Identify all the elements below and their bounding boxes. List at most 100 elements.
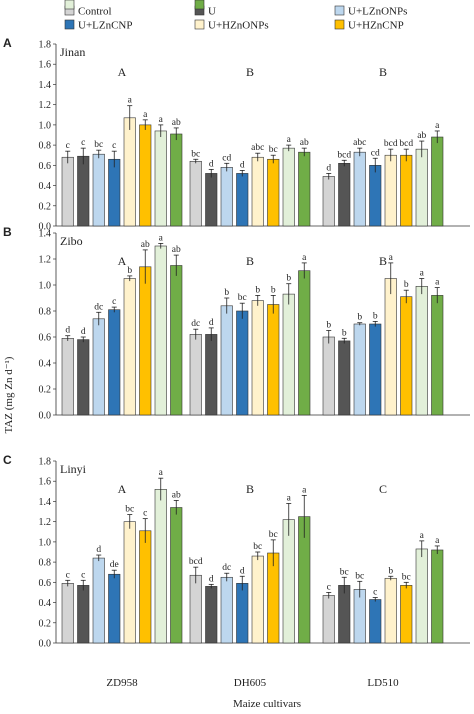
significance-letter: bc (191, 149, 200, 159)
bar (298, 151, 311, 227)
significance-letter: a (159, 468, 164, 478)
y-tick-label: 1.6 (39, 477, 52, 488)
group-letter: B (379, 65, 387, 79)
legend-swatch (194, 19, 205, 30)
bar (251, 156, 264, 227)
legend-swatch (334, 5, 345, 16)
bar (170, 133, 183, 227)
panel-jinan: A Jinan 0.0 0.2 0.4 0.6 0.8 1.0 1.2 1.4 1.6 1.8 A B Bc… (3, 36, 470, 233)
bar (77, 339, 90, 416)
significance-letter: a (128, 96, 133, 106)
x-axis: ZD958 DH605 LD510 (106, 677, 399, 689)
panel-location: Zibo (60, 234, 83, 248)
legend-label: Control (78, 6, 112, 18)
panel-letter: B (3, 225, 12, 239)
y-tick-label: 1.0 (39, 537, 52, 548)
y-tick-label: 0.6 (39, 333, 52, 344)
significance-letter: b (286, 274, 291, 284)
bar (298, 270, 311, 416)
significance-letter: d (209, 574, 214, 584)
bar (267, 304, 280, 416)
significance-letter: bc (402, 572, 411, 582)
bar (322, 336, 335, 416)
bar (189, 334, 202, 416)
bar (338, 163, 351, 227)
y-tick-label: 0.2 (39, 385, 52, 396)
bar (251, 300, 264, 416)
significance-letter: c (327, 582, 331, 592)
bar (282, 293, 295, 416)
significance-letter: a (302, 253, 307, 263)
bar (154, 245, 167, 416)
bar (220, 305, 233, 416)
group-letter: B (246, 65, 254, 79)
y-tick-label: 0.0 (39, 411, 52, 422)
significance-letter: bcd (189, 557, 203, 567)
significance-letter: dc (94, 302, 103, 312)
y-tick-label: 1.0 (39, 120, 52, 131)
panel-linyi: C Linyi 0.0 0.2 0.4 0.6 0.8 1.0 1.2 1.4 1.6 1.8 A B Cc… (3, 453, 470, 650)
bar (154, 130, 167, 227)
significance-letter: dc (191, 319, 200, 329)
bar (415, 548, 428, 644)
y-tick-label: 1.2 (39, 517, 52, 528)
bar (61, 583, 74, 644)
bar (415, 148, 428, 227)
bar (415, 285, 428, 416)
significance-letter: ab (172, 490, 181, 500)
group-letter: A (118, 254, 127, 268)
significance-letter: a (435, 278, 440, 288)
x-tick-label: LD510 (367, 677, 399, 689)
group-letter: B (246, 482, 254, 496)
significance-letter: bc (269, 145, 278, 155)
y-tick-label: 1.4 (39, 80, 52, 91)
bar (61, 156, 74, 227)
bar (400, 585, 413, 644)
bar (123, 521, 136, 644)
bar (431, 136, 444, 227)
significance-letter: d (96, 545, 101, 555)
significance-letter: bc (125, 505, 134, 515)
significance-letter: abc (251, 143, 264, 153)
bar (431, 549, 444, 644)
significance-letter: c (112, 141, 116, 151)
bar (384, 577, 397, 644)
bar (400, 296, 413, 416)
significance-letter: c (112, 297, 116, 307)
significance-letter: ab (300, 138, 309, 148)
significance-letter: bcd (384, 139, 398, 149)
significance-letter: c (373, 588, 377, 598)
bar (384, 278, 397, 416)
y-tick-label: 0.8 (39, 307, 52, 318)
bar (92, 318, 105, 416)
legend-label: U+HZnONPs (208, 20, 269, 32)
significance-letter: ab (172, 245, 181, 255)
bar (108, 158, 121, 227)
bar (267, 552, 280, 644)
y-tick-label: 0.4 (39, 181, 52, 192)
y-tick-label: 1.0 (39, 281, 52, 292)
significance-letter: bcd (337, 150, 351, 160)
legend-label: U+HZnCNP (348, 20, 404, 32)
y-tick-label: 1.8 (39, 457, 52, 468)
significance-letter: abc (353, 138, 366, 148)
bar (123, 117, 136, 227)
significance-letter: c (81, 570, 85, 580)
significance-letter: bc (94, 140, 103, 150)
bar (236, 173, 249, 227)
significance-letter: d (240, 566, 245, 576)
legend-label: U+Zn (78, 0, 105, 3)
y-tick-label: 0.0 (39, 639, 52, 650)
significance-letter: c (81, 138, 85, 148)
y-tick-label: 1.4 (39, 497, 52, 508)
significance-letter: cd (222, 153, 231, 163)
y-tick-label: 1.6 (39, 60, 52, 71)
bar (267, 158, 280, 227)
y-tick-label: 0.8 (39, 141, 52, 152)
panel-location: Linyi (60, 462, 87, 476)
x-axis-label: Maize cultivars (233, 698, 301, 710)
significance-letter: b (342, 328, 347, 338)
bar (220, 576, 233, 644)
group-letter: A (118, 65, 127, 79)
